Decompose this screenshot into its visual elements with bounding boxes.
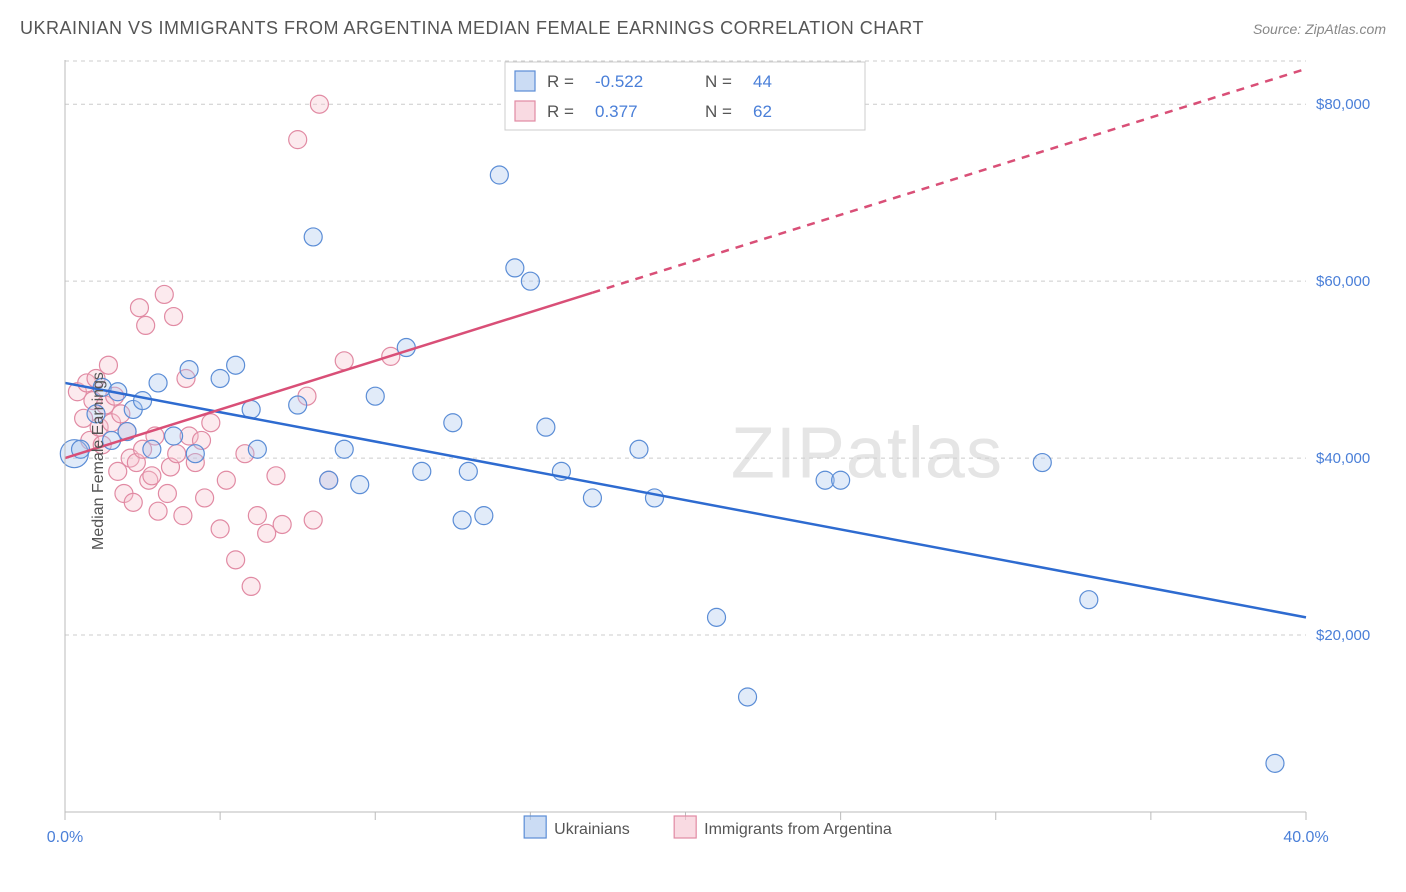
data-point — [186, 445, 204, 463]
data-point — [130, 299, 148, 317]
data-point — [267, 467, 285, 485]
data-point — [832, 471, 850, 489]
stat-n-value: 44 — [753, 72, 772, 91]
y-axis-label: Median Female Earnings — [90, 372, 108, 550]
data-point — [320, 471, 338, 489]
data-point — [143, 467, 161, 485]
legend-label: Ukrainians — [554, 821, 630, 838]
data-point — [134, 392, 152, 410]
data-point — [242, 577, 260, 595]
data-point — [490, 166, 508, 184]
data-point — [630, 440, 648, 458]
stats-swatch — [515, 71, 535, 91]
source-label: Source: ZipAtlas.com — [1253, 21, 1386, 37]
data-point — [304, 511, 322, 529]
data-point — [289, 396, 307, 414]
chart-container: Median Female Earnings $20,000 $40,000 $60… — [20, 50, 1386, 872]
data-point — [211, 520, 229, 538]
data-point — [506, 259, 524, 277]
data-point — [289, 131, 307, 149]
data-point — [583, 489, 601, 507]
chart-title: UKRAINIAN VS IMMIGRANTS FROM ARGENTINA M… — [20, 18, 924, 39]
data-point — [149, 502, 167, 520]
x-tick-label: 0.0% — [47, 829, 83, 846]
data-point — [335, 352, 353, 370]
data-point — [174, 507, 192, 525]
data-point — [1080, 591, 1098, 609]
data-point — [1266, 754, 1284, 772]
data-point — [537, 418, 555, 436]
data-point — [645, 489, 663, 507]
stat-r-value: -0.522 — [595, 72, 643, 91]
data-point — [708, 608, 726, 626]
data-point — [248, 507, 266, 525]
data-point — [196, 489, 214, 507]
data-point — [453, 511, 471, 529]
data-point — [211, 369, 229, 387]
data-point — [124, 493, 142, 511]
data-point — [227, 356, 245, 374]
y-tick-label: $20,000 — [1316, 627, 1370, 644]
data-point — [351, 476, 369, 494]
data-point — [310, 95, 328, 113]
data-point — [202, 414, 220, 432]
data-point — [168, 445, 186, 463]
stat-r-label: R = — [547, 102, 574, 121]
stat-n-label: N = — [705, 102, 732, 121]
data-point — [273, 515, 291, 533]
y-tick-label: $60,000 — [1316, 273, 1370, 290]
legend-swatch — [674, 816, 696, 838]
scatter-chart: $20,000 $40,000 $60,000 $80,000 ZIPatlas 0.0%… — [20, 50, 1386, 872]
stat-r-value: 0.377 — [595, 102, 638, 121]
data-point — [475, 507, 493, 525]
data-point — [739, 688, 757, 706]
stats-swatch — [515, 101, 535, 121]
data-point — [444, 414, 462, 432]
data-point — [217, 471, 235, 489]
data-point — [459, 462, 477, 480]
watermark: ZIPatlas — [731, 413, 1003, 493]
data-point — [180, 361, 198, 379]
data-point — [143, 440, 161, 458]
data-point — [413, 462, 431, 480]
stat-r-label: R = — [547, 72, 574, 91]
legend-swatch — [524, 816, 546, 838]
stat-n-value: 62 — [753, 102, 772, 121]
stat-n-label: N = — [705, 72, 732, 91]
data-point — [158, 485, 176, 503]
data-point — [335, 440, 353, 458]
data-point — [165, 308, 183, 326]
legend-label: Immigrants from Argentina — [704, 821, 892, 838]
data-point — [149, 374, 167, 392]
y-tick-label: $40,000 — [1316, 450, 1370, 467]
data-point — [155, 285, 173, 303]
data-point — [1033, 454, 1051, 472]
data-point — [227, 551, 245, 569]
y-tick-label: $80,000 — [1316, 96, 1370, 113]
data-point — [366, 387, 384, 405]
data-point — [248, 440, 266, 458]
data-point — [521, 272, 539, 290]
data-point — [304, 228, 322, 246]
data-point — [137, 316, 155, 334]
data-point — [165, 427, 183, 445]
x-tick-label: 40.0% — [1283, 829, 1328, 846]
